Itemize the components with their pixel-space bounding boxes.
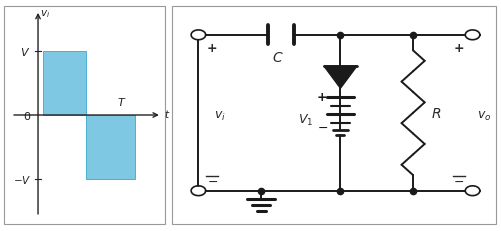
Text: +: + bbox=[316, 90, 327, 103]
Text: $t$: $t$ bbox=[164, 108, 170, 120]
Text: $0$: $0$ bbox=[23, 109, 32, 122]
Text: $C$: $C$ bbox=[272, 51, 283, 65]
Text: +: + bbox=[206, 41, 217, 54]
Text: +: + bbox=[452, 41, 463, 54]
Bar bbox=[86, 116, 135, 179]
Text: $-$: $-$ bbox=[316, 120, 327, 133]
Polygon shape bbox=[323, 67, 356, 89]
Text: $v_o$: $v_o$ bbox=[476, 109, 490, 122]
Text: $-$: $-$ bbox=[452, 174, 463, 187]
Text: $v_i$: $v_i$ bbox=[213, 109, 225, 122]
Bar bbox=[43, 52, 86, 116]
Text: $v_i$: $v_i$ bbox=[40, 8, 50, 20]
Text: $T$: $T$ bbox=[117, 95, 126, 107]
Text: $V_1$: $V_1$ bbox=[298, 112, 313, 128]
Text: $V$: $V$ bbox=[20, 46, 30, 58]
Text: $-V$: $-V$ bbox=[13, 173, 31, 185]
Text: $-$: $-$ bbox=[206, 174, 217, 187]
Text: $R$: $R$ bbox=[430, 106, 440, 120]
